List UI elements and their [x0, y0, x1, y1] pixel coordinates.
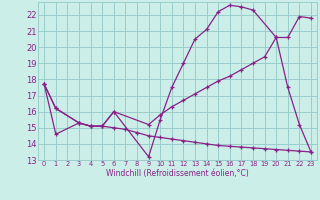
X-axis label: Windchill (Refroidissement éolien,°C): Windchill (Refroidissement éolien,°C) [106, 169, 249, 178]
